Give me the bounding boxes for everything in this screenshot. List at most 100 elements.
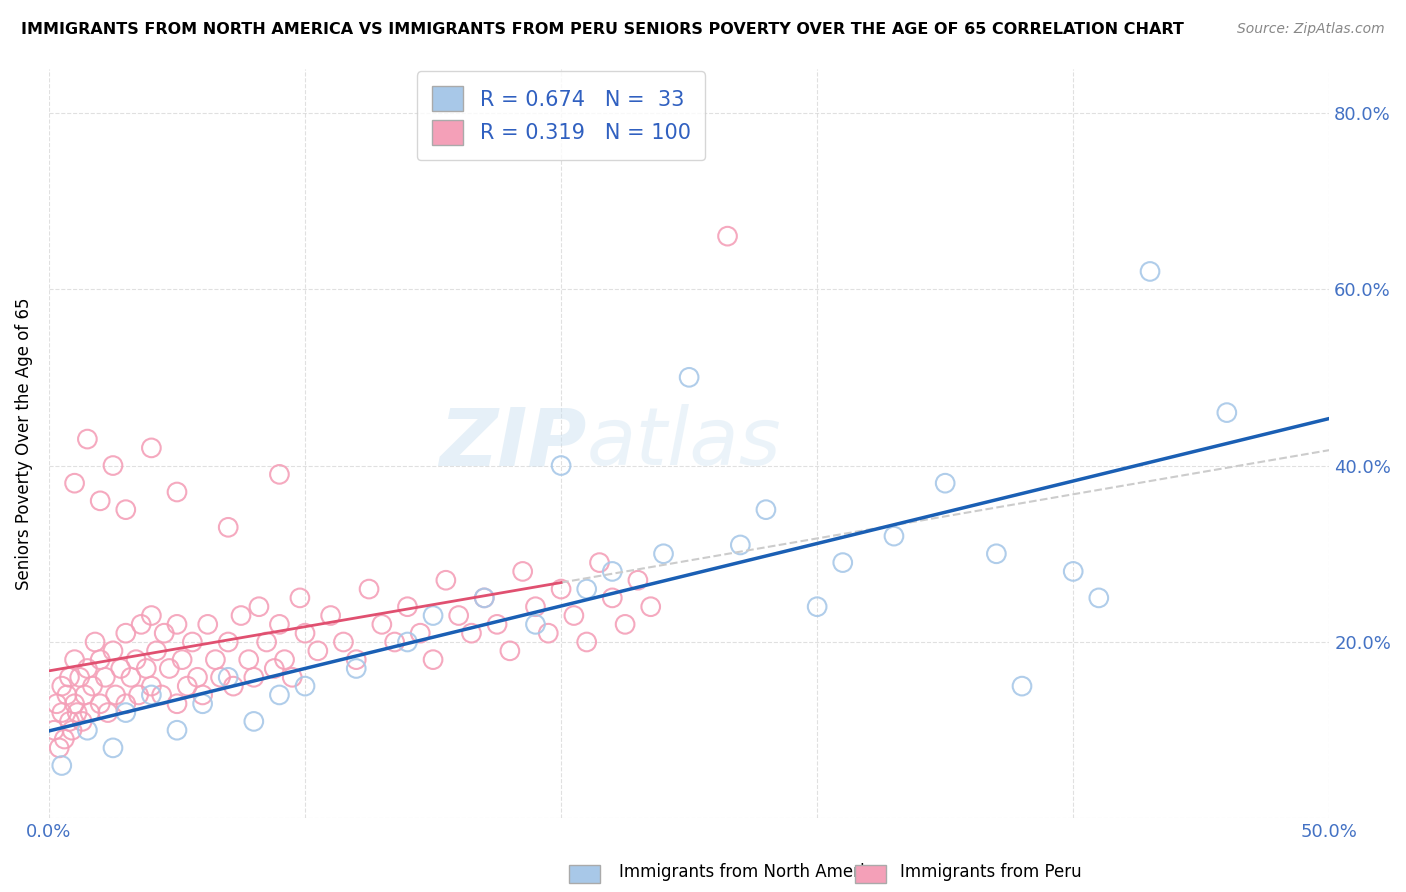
Point — [166, 617, 188, 632]
Point — [652, 547, 675, 561]
Point — [600, 565, 623, 579]
Point — [51, 758, 73, 772]
Point — [269, 617, 291, 632]
Point — [575, 635, 598, 649]
Point — [716, 229, 738, 244]
Point — [550, 582, 572, 596]
Point — [128, 688, 150, 702]
Point — [229, 608, 252, 623]
Point — [129, 617, 152, 632]
Text: Source: ZipAtlas.com: Source: ZipAtlas.com — [1237, 22, 1385, 37]
Point — [269, 467, 291, 482]
Point — [806, 599, 828, 614]
Y-axis label: Seniors Poverty Over the Age of 65: Seniors Poverty Over the Age of 65 — [15, 297, 32, 590]
Point — [94, 670, 117, 684]
Point — [79, 706, 101, 720]
Point — [89, 653, 111, 667]
Point — [104, 688, 127, 702]
Point — [58, 670, 80, 684]
Point — [550, 458, 572, 473]
Point — [69, 670, 91, 684]
Point — [97, 706, 120, 720]
Point — [263, 661, 285, 675]
Point — [344, 653, 367, 667]
Point — [45, 697, 67, 711]
Point — [512, 565, 534, 579]
Point — [472, 591, 495, 605]
Point — [56, 688, 79, 702]
Point — [883, 529, 905, 543]
Point — [51, 706, 73, 720]
Point — [204, 653, 226, 667]
Point — [243, 714, 266, 729]
Point — [678, 370, 700, 384]
Point — [125, 653, 148, 667]
Point — [294, 679, 316, 693]
Point — [157, 661, 180, 675]
Point — [186, 670, 208, 684]
Point — [217, 520, 239, 534]
Point — [422, 608, 444, 623]
Point — [150, 688, 173, 702]
Point — [197, 617, 219, 632]
Point — [307, 644, 329, 658]
Point — [256, 635, 278, 649]
Point — [371, 617, 394, 632]
Point — [319, 608, 342, 623]
Point — [357, 582, 380, 596]
Point — [135, 661, 157, 675]
Point — [247, 599, 270, 614]
Point — [76, 661, 98, 675]
Point — [755, 502, 778, 516]
Point — [76, 723, 98, 738]
Point — [48, 740, 70, 755]
Point — [101, 644, 124, 658]
Point — [269, 688, 291, 702]
Point — [191, 688, 214, 702]
Point — [422, 653, 444, 667]
Point — [42, 723, 65, 738]
Point — [209, 670, 232, 684]
Point — [82, 679, 104, 693]
Point — [472, 591, 495, 605]
Point — [63, 697, 86, 711]
Point — [396, 599, 419, 614]
Point — [1216, 406, 1239, 420]
Point — [89, 697, 111, 711]
Point — [76, 432, 98, 446]
Point — [58, 714, 80, 729]
Point — [831, 556, 853, 570]
Point — [332, 635, 354, 649]
Point — [141, 679, 163, 693]
Point — [627, 573, 650, 587]
Point — [524, 617, 547, 632]
Point — [114, 706, 136, 720]
Point — [60, 723, 83, 738]
Text: Immigrants from North America: Immigrants from North America — [619, 863, 883, 881]
Point — [575, 582, 598, 596]
Point — [396, 635, 419, 649]
Point — [114, 697, 136, 711]
Point — [172, 653, 194, 667]
Point — [84, 635, 107, 649]
Point — [344, 661, 367, 675]
Point — [524, 599, 547, 614]
Point — [141, 441, 163, 455]
Point — [217, 670, 239, 684]
Text: ZIP: ZIP — [439, 404, 586, 483]
Point — [1011, 679, 1033, 693]
Point — [640, 599, 662, 614]
Point — [1062, 565, 1084, 579]
Text: IMMIGRANTS FROM NORTH AMERICA VS IMMIGRANTS FROM PERU SENIORS POVERTY OVER THE A: IMMIGRANTS FROM NORTH AMERICA VS IMMIGRA… — [21, 22, 1184, 37]
Point — [63, 653, 86, 667]
Point — [562, 608, 585, 623]
Point — [1088, 591, 1111, 605]
Text: atlas: atlas — [586, 404, 782, 483]
Point — [66, 706, 89, 720]
Point — [460, 626, 482, 640]
Point — [288, 591, 311, 605]
Point — [986, 547, 1008, 561]
Point — [409, 626, 432, 640]
Point — [120, 670, 142, 684]
Point — [217, 635, 239, 649]
